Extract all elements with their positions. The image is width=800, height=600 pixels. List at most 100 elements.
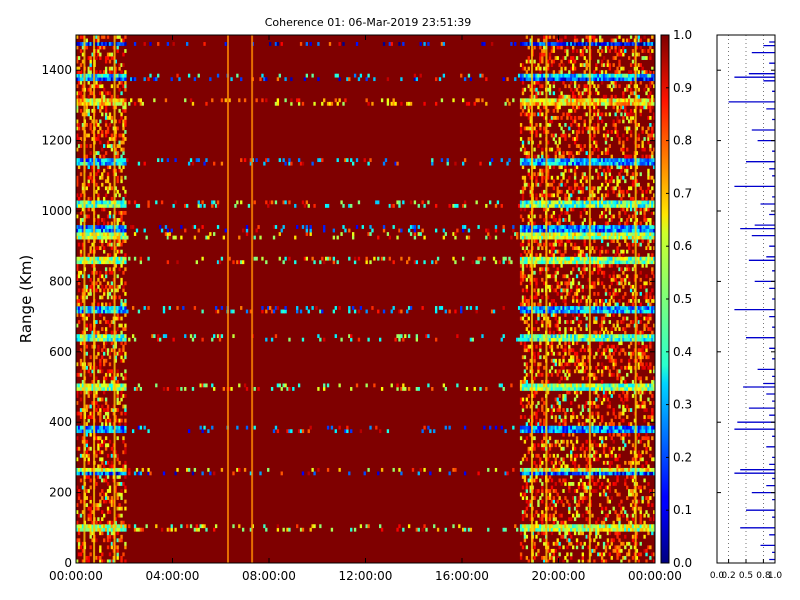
heatmap-cell: [572, 334, 575, 339]
heatmap-cell: [599, 302, 602, 307]
heatmap-cell: [521, 309, 525, 314]
heatmap-cell: [631, 489, 635, 493]
heatmap-cell: [564, 256, 567, 261]
heatmap-cell: [556, 323, 559, 328]
heatmap-cell: [110, 309, 114, 314]
heatmap-cell: [290, 429, 293, 434]
heatmap-cell: [560, 207, 563, 212]
heatmap-cell: [99, 520, 102, 525]
heatmap-cell: [124, 446, 127, 451]
heatmap-cell: [643, 218, 646, 222]
heatmap-cell: [639, 552, 642, 557]
heatmap-cell: [610, 239, 613, 243]
heatmap-cell: [577, 404, 581, 409]
heatmap-cell: [556, 492, 559, 497]
heatmap-cell: [523, 225, 527, 229]
heatmap-cell: [653, 492, 655, 497]
heatmap-cell: [543, 559, 546, 563]
heatmap-cell: [533, 513, 536, 518]
heatmap-cell: [626, 541, 629, 546]
heatmap-cell: [614, 471, 617, 476]
heatmap-cell: [95, 425, 98, 430]
heatmap-cell: [116, 242, 119, 247]
heatmap-cell: [643, 256, 646, 261]
heatmap-cell: [535, 309, 538, 314]
heatmap-cell: [87, 253, 90, 258]
heatmap-cell: [595, 471, 598, 476]
heatmap-cell: [114, 524, 117, 529]
heatmap-cell: [587, 534, 590, 539]
heatmap-cell: [519, 341, 523, 346]
heatmap-cell: [110, 235, 114, 240]
heatmap-cell: [85, 260, 88, 265]
heatmap-cell: [527, 383, 530, 388]
heatmap-cell: [116, 239, 119, 243]
heatmap-cell: [394, 337, 397, 342]
heatmap-cell: [76, 524, 79, 529]
heatmap-cell: [570, 242, 573, 247]
heatmap-cell: [575, 299, 579, 303]
heatmap-cell: [581, 446, 584, 451]
heatmap-cell: [579, 531, 583, 536]
heatmap-cell: [635, 260, 639, 265]
heatmap-cell: [85, 429, 88, 434]
heatmap-cell: [467, 228, 471, 233]
heatmap-cell: [114, 408, 117, 412]
heatmap-cell: [602, 520, 606, 525]
heatmap-cell: [573, 330, 577, 335]
heatmap-cell: [537, 242, 540, 247]
heatmap-cell: [608, 320, 612, 324]
heatmap-cell: [612, 439, 615, 444]
heatmap-cell: [602, 316, 606, 321]
heatmap-cell: [622, 555, 625, 560]
heatmap-cell: [529, 387, 532, 391]
heatmap-cell: [541, 372, 544, 377]
heatmap-cell: [348, 306, 351, 310]
heatmap-cell: [610, 450, 613, 455]
heatmap-cell: [564, 313, 567, 317]
heatmap-cell: [562, 235, 565, 240]
heatmap-cell: [133, 232, 137, 236]
heatmap-cell: [108, 225, 112, 229]
heatmap-cell: [616, 513, 619, 518]
heatmap-cell: [193, 235, 197, 240]
heatmap-cell: [550, 478, 554, 483]
heatmap-cell: [643, 295, 646, 300]
heatmap-cell: [433, 524, 436, 529]
heatmap-cell: [106, 383, 110, 388]
heatmap-cell: [608, 348, 612, 353]
heatmap-cell: [608, 429, 612, 434]
heatmap-cell: [529, 429, 532, 434]
heatmap-cell: [572, 260, 575, 265]
heatmap-cell: [523, 439, 527, 444]
heatmap-cell: [120, 506, 123, 511]
heatmap-cell: [288, 387, 291, 391]
heatmap-cell: [319, 524, 322, 529]
heatmap-cell: [87, 383, 90, 388]
heatmap-cell: [236, 467, 239, 472]
heatmap-cell: [124, 299, 127, 303]
heatmap-cell: [608, 299, 612, 303]
heatmap-cell: [647, 524, 650, 529]
heatmap-cell: [106, 489, 110, 493]
heatmap-cell: [583, 348, 586, 353]
heatmap-cell: [591, 281, 594, 286]
heatmap-cell: [99, 281, 102, 286]
heatmap-cell: [552, 555, 556, 560]
heatmap-cell: [566, 281, 569, 286]
heatmap-cell: [85, 450, 88, 455]
heatmap-cell: [261, 309, 264, 314]
heatmap-cell: [620, 320, 623, 324]
heatmap-cell: [570, 207, 573, 212]
heatmap-cell: [398, 309, 401, 314]
heatmap-cell: [205, 235, 208, 240]
heatmap-cell: [162, 471, 166, 476]
heatmap-cell: [116, 313, 119, 317]
heatmap-cell: [543, 225, 546, 229]
heatmap-cell: [101, 337, 104, 342]
heatmap-cell: [81, 408, 85, 412]
heatmap-cell: [645, 387, 648, 391]
heatmap-cell: [523, 207, 527, 212]
heatmap-cell: [575, 425, 579, 430]
heatmap-cell: [546, 527, 550, 532]
